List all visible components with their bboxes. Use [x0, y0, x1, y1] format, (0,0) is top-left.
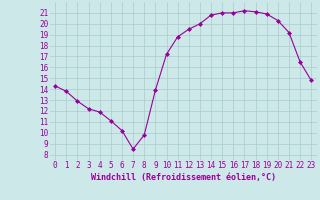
X-axis label: Windchill (Refroidissement éolien,°C): Windchill (Refroidissement éolien,°C)	[91, 173, 276, 182]
